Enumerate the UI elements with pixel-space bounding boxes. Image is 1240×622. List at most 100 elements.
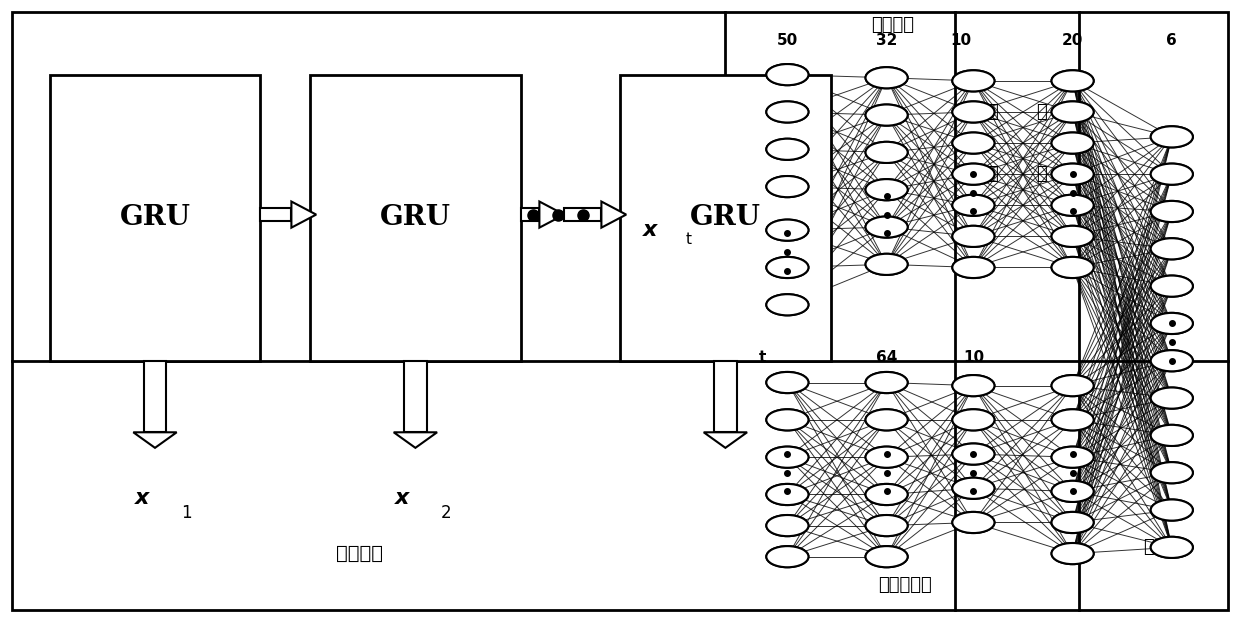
Circle shape: [766, 546, 808, 567]
Circle shape: [866, 484, 908, 505]
Circle shape: [1151, 276, 1193, 297]
Circle shape: [1052, 375, 1094, 396]
Circle shape: [952, 195, 994, 216]
Circle shape: [866, 179, 908, 200]
Circle shape: [1151, 126, 1193, 147]
Circle shape: [952, 375, 994, 396]
Text: 输出层: 输出层: [1143, 539, 1176, 556]
Circle shape: [1052, 481, 1094, 502]
Circle shape: [952, 195, 994, 216]
Circle shape: [1052, 195, 1094, 216]
Circle shape: [766, 176, 808, 197]
Circle shape: [766, 515, 808, 536]
Circle shape: [1052, 70, 1094, 91]
Circle shape: [1052, 409, 1094, 430]
Circle shape: [1151, 537, 1193, 558]
Circle shape: [952, 409, 994, 430]
Circle shape: [1151, 388, 1193, 409]
Text: $\bfit{x}$: $\bfit{x}$: [394, 488, 412, 508]
Circle shape: [866, 409, 908, 430]
Circle shape: [766, 220, 808, 241]
Circle shape: [1052, 226, 1094, 247]
Circle shape: [866, 142, 908, 163]
Bar: [144, 361, 166, 432]
Circle shape: [1151, 276, 1193, 297]
Text: 1: 1: [181, 504, 191, 522]
Circle shape: [1052, 132, 1094, 154]
Circle shape: [1052, 447, 1094, 468]
Polygon shape: [291, 202, 316, 228]
Circle shape: [766, 372, 808, 393]
Circle shape: [952, 132, 994, 154]
Circle shape: [1052, 164, 1094, 185]
Text: 时序特征: 时序特征: [872, 16, 914, 34]
Polygon shape: [704, 432, 746, 448]
Circle shape: [766, 447, 808, 468]
Polygon shape: [394, 432, 438, 448]
Circle shape: [766, 515, 808, 536]
Circle shape: [952, 512, 994, 533]
Circle shape: [1151, 164, 1193, 185]
Bar: [521, 208, 539, 221]
Circle shape: [1052, 512, 1094, 533]
Circle shape: [1151, 425, 1193, 446]
Bar: [714, 361, 737, 432]
Circle shape: [1052, 164, 1094, 185]
Circle shape: [952, 226, 994, 247]
Circle shape: [1151, 499, 1193, 521]
Circle shape: [952, 226, 994, 247]
Text: t: t: [686, 232, 691, 247]
Circle shape: [952, 478, 994, 499]
Circle shape: [952, 443, 994, 465]
Polygon shape: [601, 202, 626, 228]
Circle shape: [952, 257, 994, 278]
Circle shape: [866, 216, 908, 238]
Text: $\bfit{x}$: $\bfit{x}$: [642, 220, 660, 240]
Circle shape: [952, 70, 994, 91]
Circle shape: [866, 484, 908, 505]
Polygon shape: [134, 432, 177, 448]
Circle shape: [866, 179, 908, 200]
Text: 20: 20: [1061, 33, 1084, 48]
Circle shape: [1151, 462, 1193, 483]
Circle shape: [766, 409, 808, 430]
Circle shape: [1052, 257, 1094, 278]
Text: 特: 特: [987, 103, 997, 121]
Circle shape: [866, 67, 908, 88]
Bar: [50, 75, 260, 361]
Circle shape: [1052, 101, 1094, 123]
Circle shape: [866, 104, 908, 126]
Circle shape: [952, 164, 994, 185]
Circle shape: [766, 64, 808, 85]
Text: GRU: GRU: [119, 204, 191, 231]
Circle shape: [766, 139, 808, 160]
Text: t: t: [759, 350, 766, 365]
Circle shape: [1052, 101, 1094, 123]
Circle shape: [766, 220, 808, 241]
Circle shape: [766, 176, 808, 197]
Circle shape: [952, 257, 994, 278]
Circle shape: [866, 447, 908, 468]
Circle shape: [866, 372, 908, 393]
Text: 并: 并: [1037, 165, 1047, 183]
Circle shape: [866, 546, 908, 567]
Text: 6: 6: [1167, 33, 1177, 48]
Circle shape: [866, 142, 908, 163]
Circle shape: [866, 216, 908, 238]
Text: $\bfit{x}$: $\bfit{x}$: [134, 488, 151, 508]
Circle shape: [766, 101, 808, 123]
Circle shape: [1052, 543, 1094, 564]
Polygon shape: [539, 202, 564, 228]
Circle shape: [766, 546, 808, 567]
Circle shape: [766, 294, 808, 315]
Circle shape: [866, 104, 908, 126]
Circle shape: [866, 254, 908, 275]
Circle shape: [766, 409, 808, 430]
Circle shape: [1151, 201, 1193, 222]
Text: GRU: GRU: [689, 204, 761, 231]
Circle shape: [1052, 447, 1094, 468]
Circle shape: [952, 101, 994, 123]
Circle shape: [866, 67, 908, 88]
Circle shape: [766, 101, 808, 123]
Circle shape: [1151, 499, 1193, 521]
